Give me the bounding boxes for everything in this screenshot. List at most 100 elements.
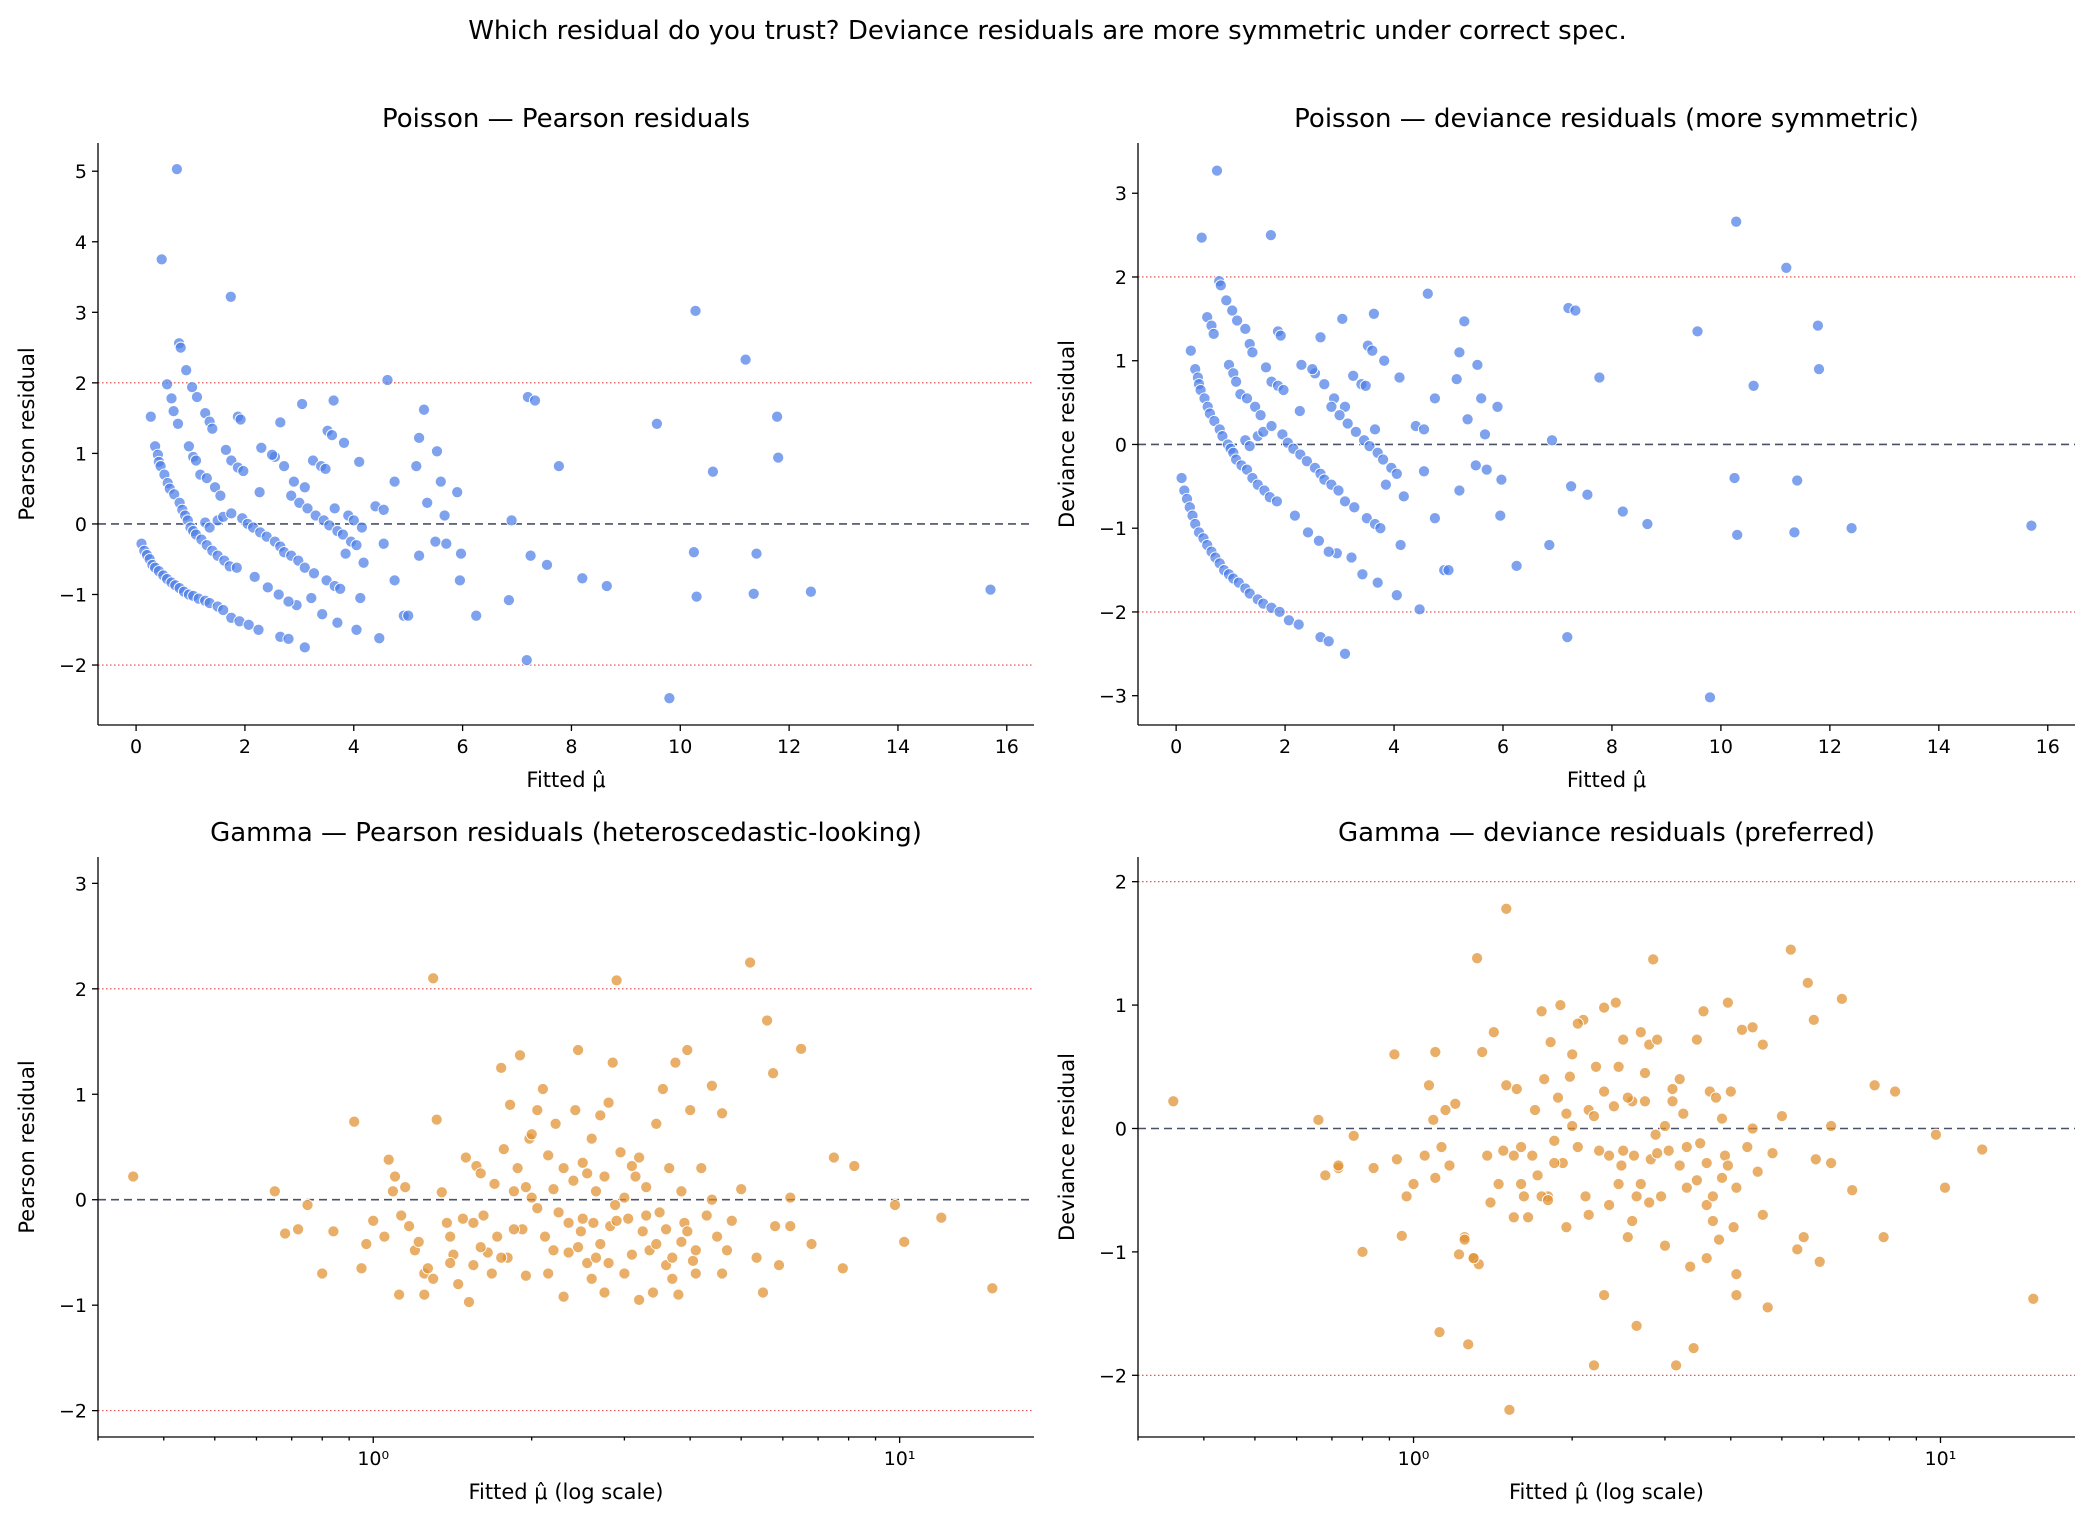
data-point [572,1241,585,1254]
data-point [1621,1231,1634,1244]
data-point [1207,327,1220,340]
data-point [629,1170,642,1183]
data-point [581,1167,594,1180]
y-tick-label: 3 [75,873,87,895]
data-point [327,1225,340,1238]
data-point [1195,231,1208,244]
data-point [418,1288,431,1301]
data-point [417,403,431,416]
data-point [513,1049,527,1062]
panel-gamma-deviance: Gamma — deviance residuals (preferred) −2… [1055,818,2075,1504]
data-point [377,503,390,516]
data-point [622,1212,635,1225]
data-point [285,489,298,502]
data-point [438,509,451,522]
data-point [261,581,274,594]
data-point [485,1267,498,1280]
data-point [646,1286,660,1299]
data-point [268,1185,281,1198]
data-point [1730,1268,1743,1281]
data-point [1400,1190,1413,1203]
data-point [585,1132,598,1145]
data-point [1265,419,1278,433]
data-point [735,1183,748,1196]
data-point [381,373,394,387]
data-point [1730,215,1743,228]
x-axis-label: Fitted μ̂ [1567,768,1646,792]
data-point [421,1262,434,1275]
data-point [495,1061,508,1074]
data-point [700,1209,713,1222]
data-point [1417,465,1431,478]
data-point [1706,1190,1719,1203]
y-tick-label: 0 [1115,1118,1127,1140]
data-point [1697,1005,1710,1018]
data-point [1680,1181,1693,1194]
data-point [237,464,250,478]
data-point [536,1082,549,1096]
data-point [750,547,763,560]
data-point [1813,1255,1826,1268]
data-point [1630,1190,1643,1203]
x-tick-label: 8 [1606,736,1618,758]
data-point [795,1042,808,1055]
data-point [208,481,222,494]
data-point [1487,1026,1500,1039]
data-point [1566,1119,1579,1133]
data-point [1630,1319,1643,1332]
data-point [1517,1190,1530,1203]
data-point [1587,1359,1601,1372]
data-point [602,1096,615,1109]
data-point [1761,1301,1774,1314]
data-point [1421,287,1434,300]
y-tick-label: −3 [1099,686,1127,708]
data-point [1259,361,1273,374]
data-point [1393,371,1406,384]
data-point [1889,1085,1902,1098]
data-point [217,603,230,617]
data-point [1462,1338,1475,1351]
data-point [1467,1252,1480,1265]
data-point [542,1149,555,1162]
data-point [272,588,285,601]
data-point [444,1230,457,1243]
data-point [784,1191,797,1204]
data-point [504,1098,517,1111]
data-point [1569,304,1582,317]
data-point [598,1170,611,1183]
x-axis-label: Fitted μ̂ (log scale) [1509,1480,1704,1504]
data-point [165,392,178,405]
data-point [440,537,453,550]
data-point [1811,319,1824,332]
data-point [1756,1208,1769,1221]
data-point [171,417,185,430]
y-tick-label: 1 [75,443,87,465]
data-point [576,572,589,585]
data-point [253,486,266,499]
y-tick-label: −2 [1099,1365,1127,1387]
data-point [1756,1038,1769,1051]
y-tick-label: 1 [1115,995,1127,1017]
data-point [1731,528,1744,541]
data-point [1292,618,1305,631]
data-point [507,1223,520,1236]
data-point [301,1198,314,1212]
data-point [1554,999,1567,1012]
data-point [305,591,318,605]
data-point [353,455,366,468]
data-point [1397,490,1410,503]
y-axis-label: Deviance residual [1055,340,1079,528]
data-point [1797,1231,1810,1244]
data-point [421,496,434,509]
data-point [497,1143,510,1156]
data-point [1428,512,1441,525]
data-point [618,1191,631,1204]
data-point [1709,1091,1723,1104]
data-point [1788,526,1801,539]
data-point [1363,440,1376,453]
data-point [1314,331,1327,344]
data-point [252,623,265,636]
data-point [1561,631,1574,644]
data-point [1638,1066,1652,1080]
data-point [378,1230,391,1243]
